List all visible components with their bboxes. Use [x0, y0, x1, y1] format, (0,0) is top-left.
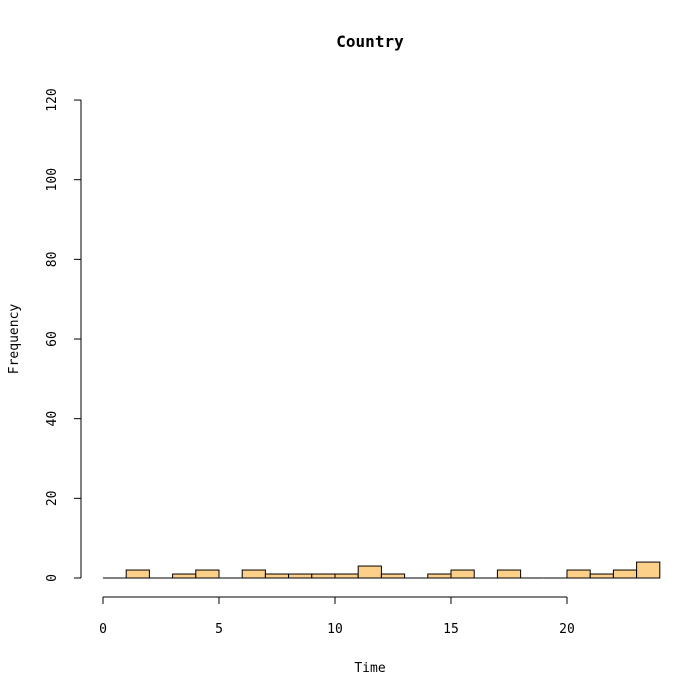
x-tick-label: 5: [215, 622, 223, 637]
histogram-bar: [195, 569, 220, 579]
histogram-bar: [241, 569, 266, 579]
histogram-bar: [311, 573, 336, 579]
histogram-bar: [612, 569, 638, 579]
x-axis: 0 5 10 15 20: [99, 596, 575, 637]
histogram-bar: [380, 573, 406, 579]
y-tick-label: 0: [45, 574, 60, 582]
histogram-bar: [172, 573, 197, 579]
y-tick-label: 80: [45, 252, 60, 268]
histogram-bar: [334, 573, 359, 579]
x-tick-label: 10: [327, 622, 343, 637]
x-axis-label: Time: [354, 661, 385, 676]
histogram-bar: [125, 569, 150, 579]
y-tick-label: 100: [45, 168, 60, 191]
y-axis: 0 20 40 60 80 100 120: [45, 88, 82, 582]
chart-title: Country: [336, 32, 404, 51]
histogram-bar: [288, 573, 313, 579]
histogram-bar: [264, 573, 290, 579]
histogram-bar: [427, 573, 452, 579]
y-tick-label: 40: [45, 411, 60, 427]
histogram-bar: [357, 565, 382, 579]
bars-group: [103, 561, 661, 579]
histogram-bar: [566, 569, 591, 579]
histogram-bar: [496, 569, 522, 579]
x-tick-label: 15: [443, 622, 459, 637]
y-tick-label: 120: [45, 88, 60, 111]
y-tick-label: 20: [45, 491, 60, 507]
y-tick-label: 60: [45, 331, 60, 347]
histogram-bar: [450, 569, 475, 579]
histogram-bar: [589, 573, 614, 579]
x-tick-label: 0: [99, 622, 107, 637]
histogram-bar: [636, 561, 661, 579]
y-axis-label: Frequency: [7, 304, 22, 375]
x-tick-label: 20: [559, 622, 575, 637]
